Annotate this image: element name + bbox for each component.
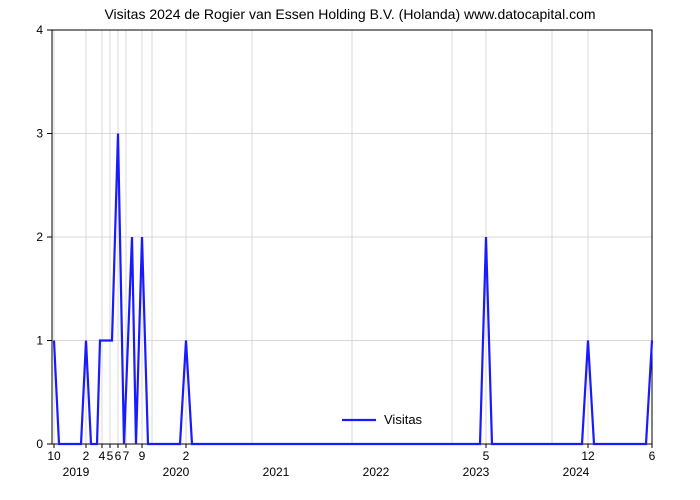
x-minor-tick-label: 2 (83, 449, 90, 463)
x-minor-tick-label: 5 (483, 449, 490, 463)
x-minor-tick-label: 5 (107, 449, 114, 463)
visits-line-chart: Visitas 2024 de Rogier van Essen Holding… (0, 0, 700, 500)
x-year-label: 2022 (363, 465, 390, 479)
y-tick-label: 4 (36, 23, 43, 37)
x-year-label: 2021 (263, 465, 290, 479)
y-tick-label: 0 (36, 437, 43, 451)
x-minor-tick-label: 9 (139, 449, 146, 463)
chart-svg: 0123410245679251262019202020212022202320… (0, 0, 700, 500)
x-minor-tick-label: 7 (123, 449, 130, 463)
legend-label: Visitas (384, 412, 423, 427)
x-year-label: 2024 (563, 465, 590, 479)
x-minor-tick-label: 2 (183, 449, 190, 463)
x-year-label: 2020 (163, 465, 190, 479)
x-minor-tick-label: 10 (47, 449, 61, 463)
y-tick-label: 2 (36, 230, 43, 244)
x-minor-tick-label: 6 (649, 449, 656, 463)
chart-title: Visitas 2024 de Rogier van Essen Holding… (0, 6, 700, 22)
x-year-label: 2023 (463, 465, 490, 479)
x-minor-tick-label: 4 (99, 449, 106, 463)
y-tick-label: 1 (36, 334, 43, 348)
x-year-label: 2019 (63, 465, 90, 479)
y-tick-label: 3 (36, 127, 43, 141)
x-minor-tick-label: 12 (581, 449, 595, 463)
x-minor-tick-label: 6 (115, 449, 122, 463)
